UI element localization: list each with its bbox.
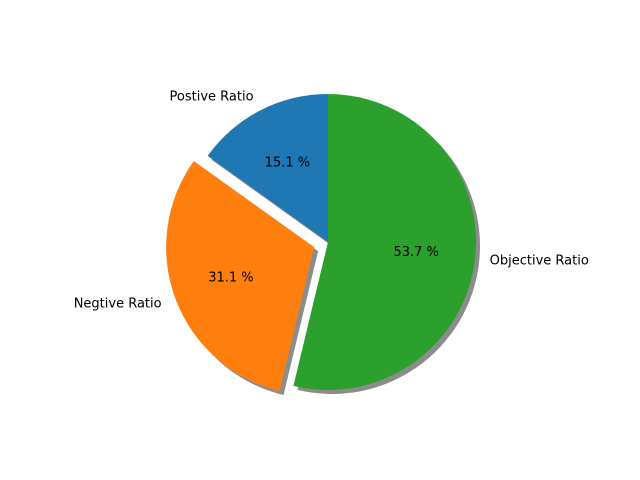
slice-objective-ratio <box>293 94 477 390</box>
slice-negtive-ratio <box>166 161 315 392</box>
label-postive-ratio: Postive Ratio <box>170 90 254 105</box>
slice-layer <box>166 94 477 392</box>
percent-negtive-ratio: 31.1 % <box>208 271 253 286</box>
slice-postive-ratio <box>207 94 328 242</box>
percent-objective-ratio: 53.7 % <box>393 245 438 260</box>
percent-postive-ratio: 15.1 % <box>265 156 310 171</box>
label-negtive-ratio: Negtive Ratio <box>74 297 162 312</box>
label-layer: Postive Ratio 15.1 % Negtive Ratio 31.1 % Ob… <box>74 90 589 312</box>
label-objective-ratio: Objective Ratio <box>490 254 589 269</box>
